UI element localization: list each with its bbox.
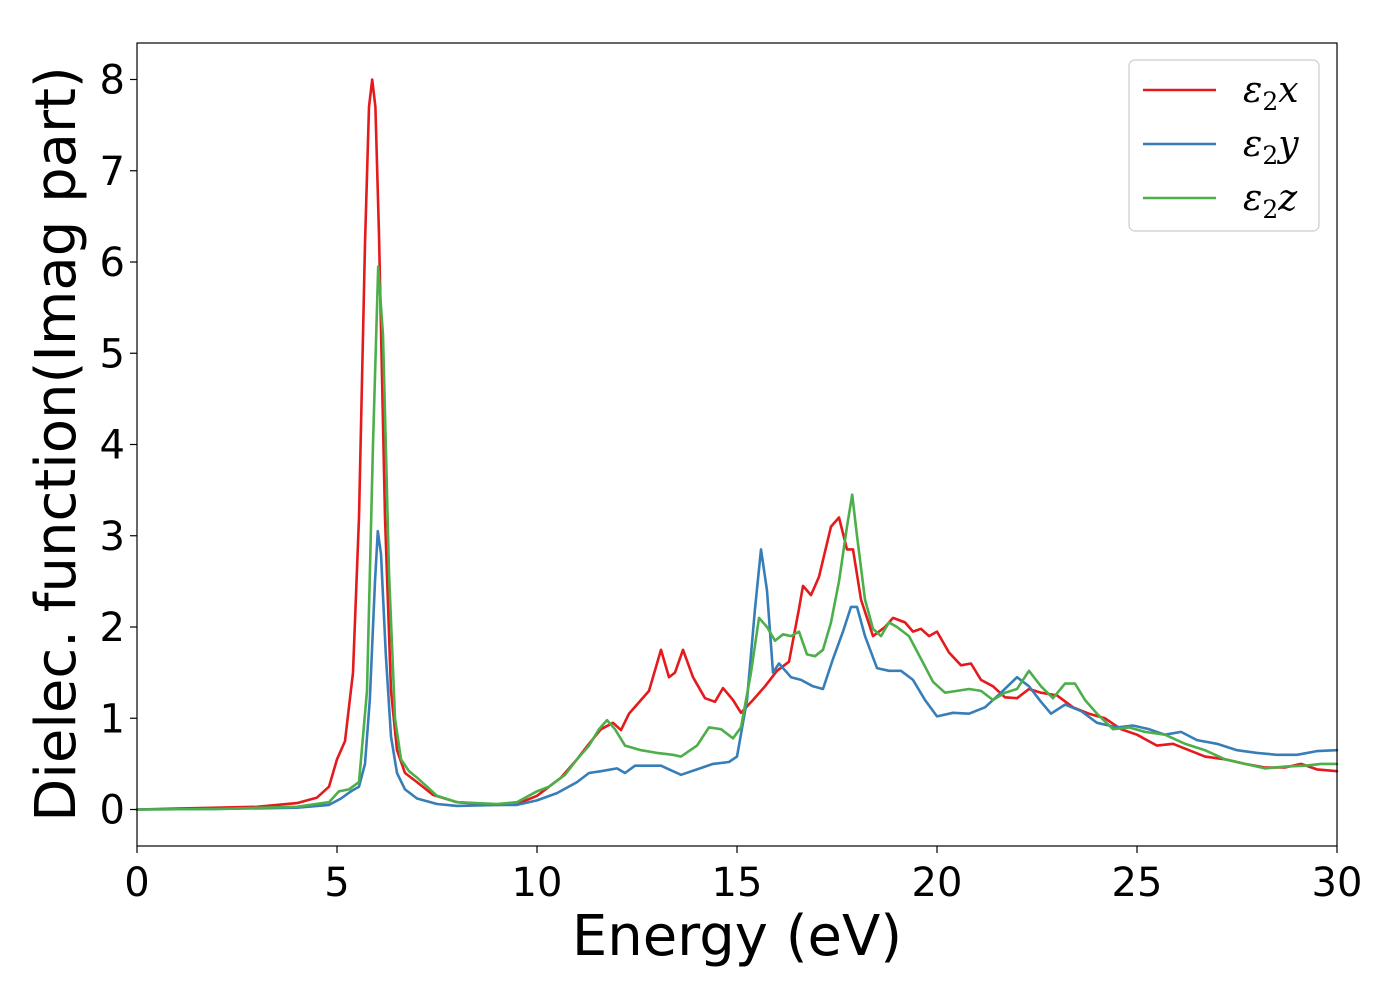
series-line-z <box>135 265 1339 811</box>
legend-label-x: ε2x <box>1243 70 1299 116</box>
legend-label-y: ε2y <box>1243 124 1299 170</box>
x-tick-label: 5 <box>324 860 349 906</box>
y-tick-label: 7 <box>100 149 125 195</box>
y-tick-label: 1 <box>100 696 125 742</box>
y-axis-title: Dielec. function(Imag part) <box>24 66 89 822</box>
y-tick-label: 6 <box>100 240 125 286</box>
x-tick-label: 0 <box>124 860 149 906</box>
x-tick-label: 25 <box>1112 860 1163 906</box>
series-line-x <box>135 78 1339 811</box>
legend-box <box>1128 59 1320 232</box>
y-tick-label: 0 <box>100 788 125 834</box>
x-tick-label: 10 <box>512 860 563 906</box>
x-axis-title: Energy (eV) <box>572 904 902 969</box>
x-axis-ticks: 0 5 10 15 20 25 30 <box>124 846 1362 906</box>
y-axis-ticks: 0 1 2 3 4 5 6 7 8 <box>100 58 137 834</box>
y-tick-label: 4 <box>100 423 125 469</box>
y-tick-label: 5 <box>100 331 125 377</box>
x-tick-label: 30 <box>1312 860 1363 906</box>
legend: ε2x ε2y ε2z <box>1128 59 1320 232</box>
x-tick-label: 15 <box>712 860 763 906</box>
y-tick-label: 3 <box>100 514 125 560</box>
series-layer <box>135 78 1339 811</box>
y-tick-label: 2 <box>100 605 125 651</box>
legend-label-z: ε2z <box>1243 178 1298 224</box>
y-tick-label: 8 <box>100 58 125 104</box>
x-tick-label: 20 <box>912 860 963 906</box>
